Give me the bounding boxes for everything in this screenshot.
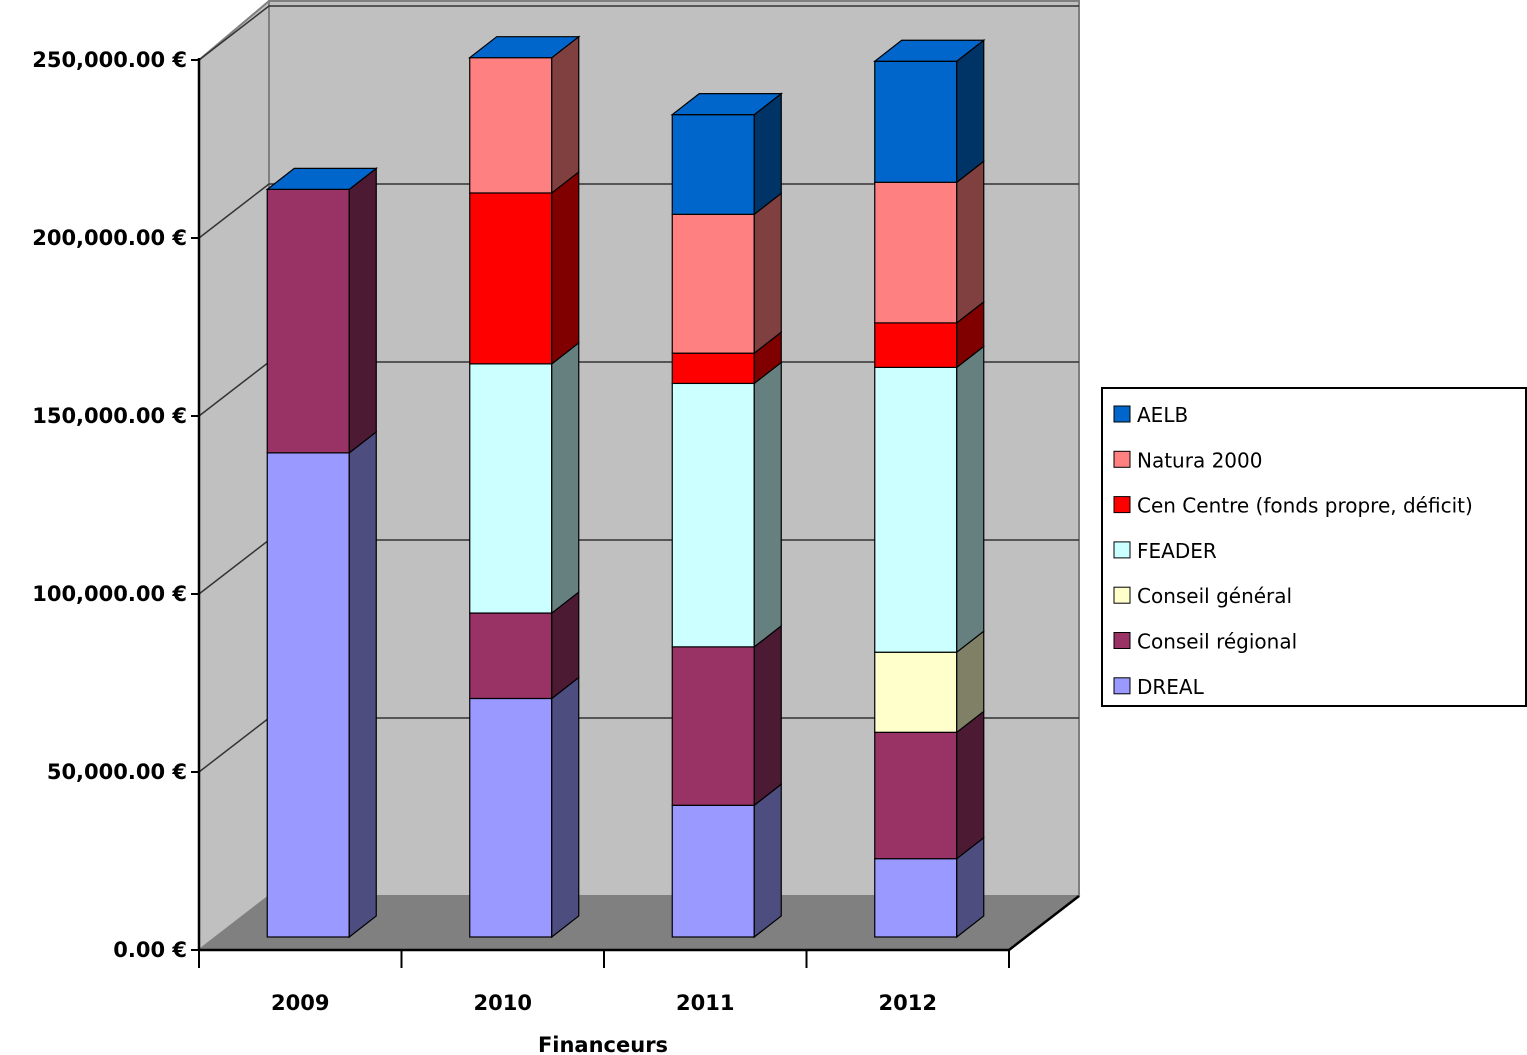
gridline — [198, 5, 1079, 61]
y-tick-label: 250,000.00 € — [32, 48, 187, 72]
bar-2010-top — [468, 36, 581, 59]
y-tick-label: 100,000.00 € — [32, 582, 187, 606]
side-wall — [198, 0, 270, 953]
bar-2010-cen-centre-fonds-propre-d-ficit- — [469, 192, 553, 365]
bar-2012-dreal — [874, 858, 958, 938]
legend-swatch — [1113, 586, 1131, 604]
x-tick-label: 2011 — [676, 991, 734, 1015]
legend-label: DREAL — [1137, 675, 1205, 699]
bar-2011-conseil-r-gional-side — [753, 624, 782, 807]
bar-2010-cen-centre-fonds-propre-d-ficit--side — [551, 170, 580, 366]
legend-swatch — [1113, 541, 1131, 559]
gridline — [198, 183, 1079, 239]
bar-2011-feader-side — [753, 361, 782, 649]
x-tick-label: 2009 — [271, 991, 329, 1015]
bar-2010-feader-side — [551, 341, 580, 615]
bar-2011-cen-centre-fonds-propre-d-ficit- — [671, 352, 755, 385]
bar-2011-natura-2000-side — [753, 192, 782, 355]
legend-swatch — [1113, 405, 1131, 423]
bar-2011-dreal-side — [753, 783, 782, 939]
bar-2012-feader — [874, 366, 958, 653]
bar-2010-feader — [469, 363, 553, 614]
y-tick-label: 200,000.00 € — [32, 226, 187, 250]
bar-2009-conseil-r-gional — [266, 188, 350, 454]
legend-swatch — [1113, 450, 1131, 468]
legend-label: Conseil général — [1137, 584, 1292, 608]
legend-label: Natura 2000 — [1137, 448, 1262, 472]
legend-swatch — [1113, 496, 1131, 514]
legend-box — [1101, 387, 1527, 707]
bar-2012-feader-side — [956, 345, 985, 654]
legend-label: AELB — [1137, 403, 1188, 427]
legend-label: Cen Centre (fonds propre, déficit) — [1137, 494, 1473, 518]
legend-swatch — [1113, 677, 1131, 695]
bar-2012-cen-centre-fonds-propre-d-ficit- — [874, 322, 958, 368]
bar-2012-conseil-r-gional-side — [956, 710, 985, 860]
bar-2011-feader — [671, 382, 755, 648]
bar-2010-conseil-r-gional — [469, 612, 553, 700]
bar-2012-top — [873, 39, 986, 62]
bar-2009-dreal-side — [348, 430, 377, 939]
bar-2011-dreal — [671, 804, 755, 938]
legend-label: FEADER — [1137, 539, 1217, 563]
y-tick-label: 50,000.00 € — [47, 760, 187, 784]
bar-2012-conseil-r-gional — [874, 731, 958, 860]
bar-2010-natura-2000-side — [551, 35, 580, 195]
bar-2010-dreal — [469, 697, 553, 938]
x-tick-label: 2012 — [879, 991, 937, 1015]
bar-2012-aelb-side — [956, 39, 985, 184]
bar-2012-conseil-g-n-ral — [874, 651, 958, 733]
bar-2012-natura-2000-side — [956, 160, 985, 325]
axes: 0.00 € 50,000.00 € 100,000.00 € 150,000.00 … — [32, 48, 1080, 1055]
bar-2009-top — [265, 167, 378, 190]
bar-2010-natura-2000 — [469, 57, 553, 194]
x-tick-label: 2010 — [474, 991, 532, 1015]
bar-2011-aelb — [671, 114, 755, 215]
y-tick-label: 0.00 € — [113, 938, 187, 962]
bar-2011-natura-2000 — [671, 213, 755, 354]
bar-2009-dreal — [266, 452, 350, 938]
bar-2009-conseil-r-gional-side — [348, 167, 377, 455]
legend-label: Conseil régional — [1137, 630, 1297, 654]
bar-2012-aelb — [874, 60, 958, 183]
bar-2012-natura-2000 — [874, 181, 958, 324]
y-tick-label: 150,000.00 € — [32, 404, 187, 428]
legend: AELB Natura 2000 Cen Centre (fonds propre,… — [1101, 387, 1527, 707]
bars — [265, 35, 986, 939]
bar-2011-conseil-r-gional — [671, 646, 755, 806]
bar-2011-top — [670, 93, 783, 116]
x-axis-title: Financeurs — [538, 1033, 668, 1055]
bar-2010-dreal-side — [551, 676, 580, 939]
legend-swatch — [1113, 632, 1131, 649]
x-axis-depth-line — [1008, 895, 1080, 951]
